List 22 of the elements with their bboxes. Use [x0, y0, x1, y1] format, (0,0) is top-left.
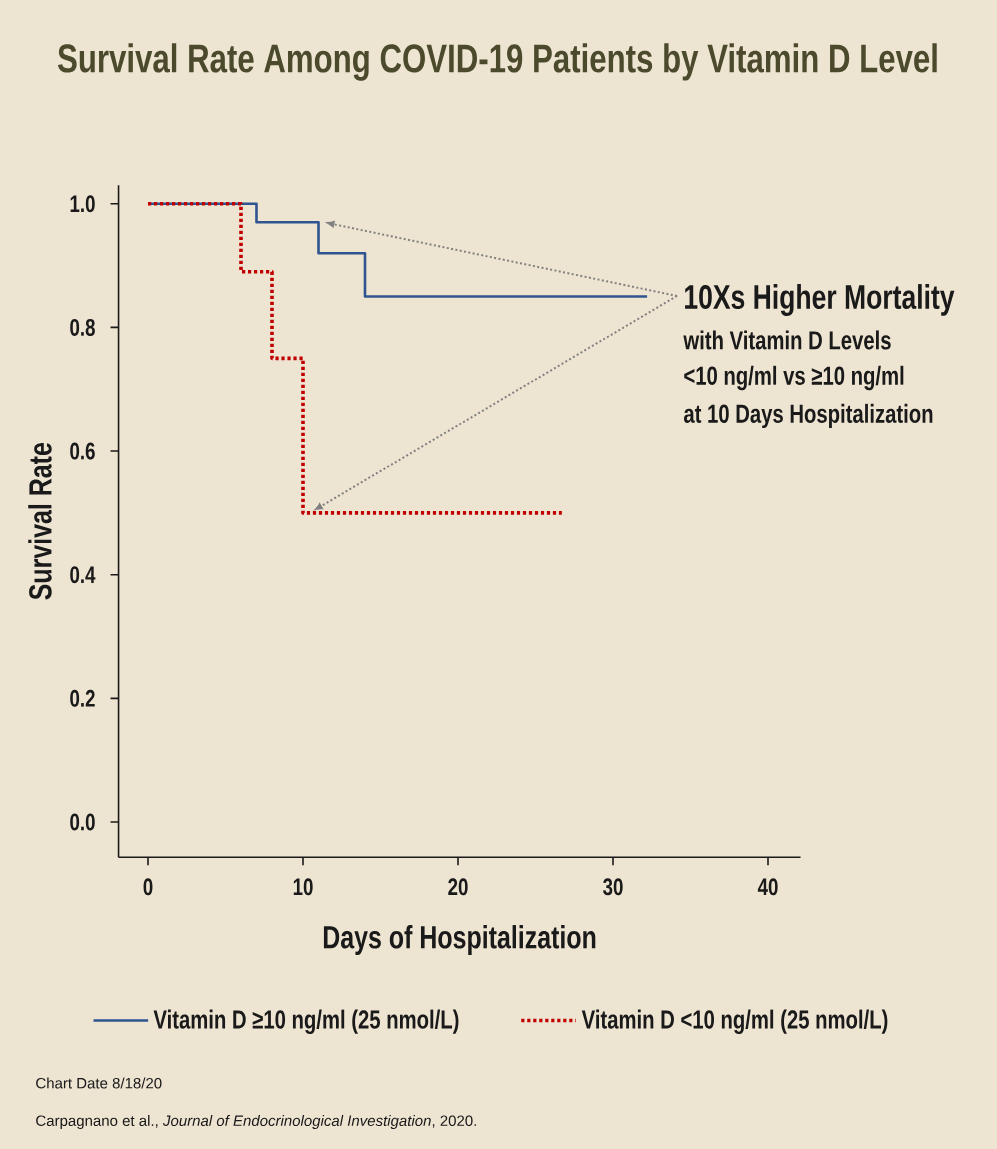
x-tick-label: 40 — [757, 878, 778, 896]
legend-label: Vitamin D <10 ng/ml (25 nmol/L) — [581, 1009, 888, 1034]
x-tick-label: 20 — [448, 878, 468, 896]
y-tick-label: 0.8 — [70, 318, 95, 336]
annotation: with Vitamin D Levels — [683, 330, 891, 350]
x-tick-label: 0 — [143, 878, 153, 896]
x-tick-label: 30 — [603, 878, 623, 896]
chart-title: Survival Rate Among COVID-19 Patients by Vitamin D Level — [57, 43, 937, 81]
text: Carpagnano et al., Journal of Endocrinological Investigation, 2020. — [36, 1115, 476, 1129]
y-tick-label: 0.4 — [70, 566, 96, 584]
y-tick-label: 0.0 — [70, 813, 95, 831]
annotation: 10Xs Higher Mortality — [685, 284, 955, 316]
annotation: <10 ng/ml vs ≥10 ng/ml — [684, 365, 904, 391]
y-axis-title: Survival Rate — [28, 443, 52, 600]
x-axis-title: Days of Hospitalization — [323, 925, 596, 955]
y-tick-label: 1.0 — [70, 195, 95, 213]
y-tick-label: 0.6 — [70, 442, 95, 460]
text: Chart Date 8/18/20 — [36, 1077, 162, 1089]
x-tick-label: 10 — [293, 878, 313, 896]
legend-label: Vitamin D ≥10 ng/ml (25 nmol/L) — [153, 1009, 459, 1034]
y-tick-label: 0.2 — [70, 689, 95, 707]
annotation: at 10 Days Hospitalization — [684, 403, 933, 429]
